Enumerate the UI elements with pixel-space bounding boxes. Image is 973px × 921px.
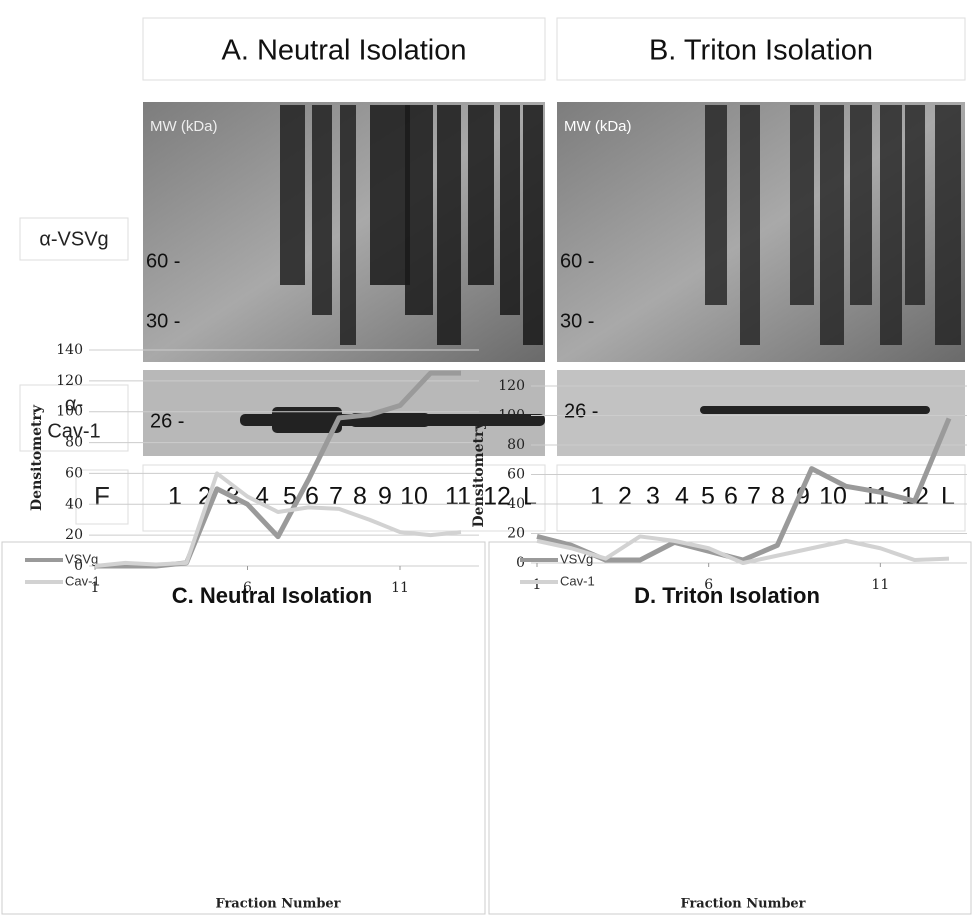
lane-label: L	[523, 483, 537, 511]
blots	[143, 102, 965, 456]
lane-label: 11	[863, 483, 889, 511]
blot-band	[280, 105, 305, 285]
x-tick-label: 6	[704, 577, 713, 593]
lane-label: 4	[675, 483, 689, 511]
mw-marker: 60 -	[560, 250, 594, 272]
lane-label: 2	[618, 483, 632, 511]
y-tick-label: 0	[74, 558, 83, 574]
row-label: α-VSVg	[39, 228, 108, 250]
legend-label: VSVg	[65, 551, 98, 566]
mw-marker: 26 -	[564, 400, 598, 422]
y-tick-label: 100	[56, 404, 83, 420]
lane-label: 3	[646, 483, 660, 511]
lane-label: 7	[329, 483, 343, 511]
blot-band	[523, 105, 543, 345]
blot-band	[740, 105, 760, 345]
y-tick-label: 80	[507, 437, 525, 453]
mw-marker: 60 -	[146, 250, 180, 272]
y-tick-label: 0	[516, 555, 525, 571]
mw-label: MW (kDa)	[564, 118, 632, 135]
data-line	[94, 471, 462, 568]
y-axis-label: Densitometry	[29, 404, 45, 511]
blot-band	[820, 105, 844, 345]
blot-image	[143, 370, 545, 456]
blot-band	[880, 105, 902, 345]
x-axis-label: Fraction Number	[215, 897, 340, 912]
row-label: Cav-1	[47, 420, 100, 442]
title-box	[142, 17, 546, 81]
blot-band	[500, 105, 520, 315]
data-line	[536, 534, 950, 565]
blot-band	[312, 105, 332, 315]
lane-label: 8	[353, 483, 367, 511]
lane-label: 1	[590, 483, 604, 511]
panel-title: B. Triton Isolation	[649, 35, 873, 67]
x-tick-label: 6	[243, 580, 252, 596]
y-tick-label: 60	[507, 467, 525, 483]
blot-band	[437, 105, 461, 345]
lane-label: 10	[819, 483, 847, 511]
mw-label: MW (kDa)	[150, 118, 218, 135]
lane-label: 6	[724, 483, 738, 511]
lane-label: 10	[400, 483, 428, 511]
label-box	[19, 384, 129, 452]
y-tick-label: 60	[65, 465, 83, 481]
lane-label: 6	[305, 483, 319, 511]
legend-label: VSVg	[560, 551, 593, 566]
blot-band	[468, 105, 494, 285]
legend-label: Cav-1	[560, 573, 595, 588]
y-tick-label: 40	[65, 496, 83, 512]
y-tick-label: 140	[56, 342, 83, 358]
x-axis-label: Fraction Number	[680, 897, 805, 912]
y-tick-label: 40	[507, 496, 525, 512]
row-label: α-	[65, 393, 83, 415]
x-tick-label: 11	[391, 580, 409, 596]
blot-band	[340, 105, 356, 345]
label-box	[75, 469, 129, 525]
mw-marker: 26 -	[150, 410, 184, 432]
y-tick-label: 120	[56, 373, 83, 389]
x-tick-label: 1	[533, 577, 542, 593]
lane-label: 1	[168, 483, 182, 511]
blot-band	[905, 105, 925, 305]
y-axis-label: Densitometry	[471, 421, 487, 528]
blot-image	[557, 102, 965, 362]
blot-band	[790, 105, 814, 305]
blot-band	[850, 105, 872, 305]
panel-title: A. Neutral Isolation	[221, 35, 466, 67]
chart-title: C. Neutral Isolation	[172, 583, 372, 608]
blot-band	[705, 105, 727, 305]
lane-label: L	[941, 483, 955, 511]
lane-label: 9	[378, 483, 392, 511]
lane-label: 8	[771, 483, 785, 511]
mw-marker: 30 -	[146, 310, 180, 332]
title-box	[556, 17, 966, 81]
blot-band	[935, 105, 961, 345]
x-tick-label: 1	[91, 580, 100, 596]
chart-frame	[488, 541, 972, 915]
x-tick-label: 11	[871, 577, 889, 593]
y-tick-label: 20	[65, 527, 83, 543]
label-box	[19, 217, 129, 261]
blot-band	[405, 105, 433, 315]
row-label: F	[94, 481, 110, 511]
blot-band	[272, 407, 342, 433]
lane-label: 5	[701, 483, 715, 511]
mw-marker: 30 -	[560, 310, 594, 332]
lane-label: 11	[445, 483, 471, 511]
blot-band	[700, 406, 930, 414]
blot-band	[440, 415, 535, 425]
lane-label: 12	[483, 483, 511, 511]
chart-title: D. Triton Isolation	[634, 583, 820, 608]
chart-frame	[1, 541, 486, 915]
lane-label: 7	[747, 483, 761, 511]
y-tick-label: 80	[65, 435, 83, 451]
blot-band	[370, 105, 410, 285]
y-tick-label: 120	[498, 378, 525, 394]
y-tick-label: 100	[498, 408, 525, 424]
legend-label: Cav-1	[65, 573, 100, 588]
y-tick-label: 20	[507, 526, 525, 542]
